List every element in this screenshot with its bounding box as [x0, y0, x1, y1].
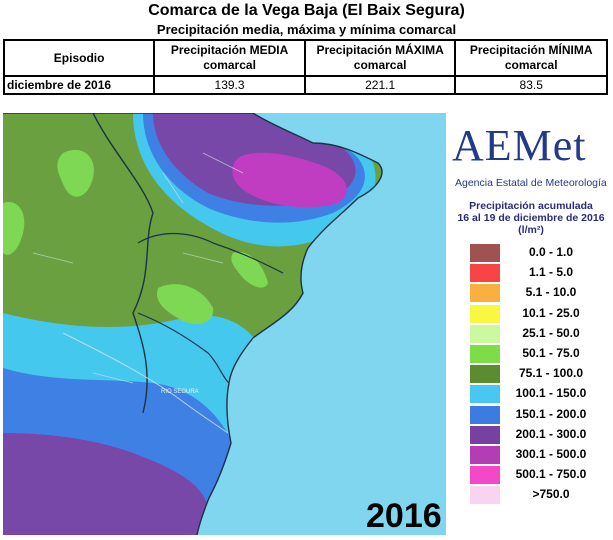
legend-item: 1.1 - 5.0 [470, 262, 610, 284]
legend-units: (l/m²) [518, 224, 544, 236]
province-border [92, 113, 154, 414]
legend-swatch [470, 486, 500, 505]
legend-label: 25.1 - 50.0 [522, 325, 580, 340]
table-header-row: Episodio Precipitación MEDIA comarcal Pr… [2, 39, 608, 77]
legend-swatch [470, 244, 500, 262]
agency-name: Agencia Estatal de Meteorología [455, 177, 607, 189]
legend-swatch [470, 324, 500, 343]
legend-swatch [470, 365, 500, 384]
legend-title-line2: 16 al 19 de diciembre de 2016 [457, 212, 605, 224]
river-segura [62, 332, 229, 434]
legend-swatch [470, 345, 500, 363]
legend-item: 50.1 - 75.0 [470, 343, 610, 365]
legend-item: 300.1 - 500.0 [470, 444, 610, 466]
legend-item: 5.1 - 10.0 [470, 282, 610, 304]
river-label: RIO SEGURA [161, 389, 199, 395]
cell-episodio: diciembre de 2016 [2, 75, 156, 95]
legend-swatch [470, 425, 500, 444]
legend-label: 200.1 - 300.0 [515, 426, 587, 441]
legend-label: 500.1 - 750.0 [515, 467, 587, 482]
legend-item: 150.1 - 200.0 [470, 404, 610, 426]
legend-label: 1.1 - 5.0 [528, 265, 574, 280]
legend-title-line1: Precipitación acumulada [469, 200, 593, 212]
legend-item: 200.1 - 300.0 [470, 424, 610, 446]
logo-wordmark: AEMet [452, 121, 587, 170]
cell-maxima: 221.1 [303, 75, 457, 95]
legend-item: 75.1 - 100.0 [470, 363, 610, 385]
legend-swatch [470, 466, 500, 485]
legend-label: 300.1 - 500.0 [515, 447, 587, 461]
table-row: diciembre de 2016 139.3 221.1 83.5 [2, 75, 608, 95]
cell-media: 139.3 [153, 75, 306, 95]
legend-swatch [470, 284, 500, 303]
coastline [3, 113, 383, 535]
legend-item: 500.1 - 750.0 [470, 464, 610, 486]
legend-item: 10.1 - 25.0 [470, 303, 610, 325]
legend-label: 5.1 - 10.0 [525, 285, 577, 300]
legend-swatch [470, 385, 500, 404]
legend-label: 50.1 - 75.0 [522, 346, 580, 360]
legend-item: >750.0 [470, 484, 610, 506]
header-minima: Precipitación MÍNIMA comarcal [454, 39, 608, 77]
legend-title: Precipitación acumulada 16 al 19 de dici… [452, 200, 610, 236]
aemet-logo: AEMet [452, 120, 610, 171]
legend-swatch [470, 304, 500, 323]
legend-label: 10.1 - 25.0 [522, 305, 580, 320]
header-episodio: Episodio [2, 39, 156, 77]
legend-swatch [470, 264, 500, 283]
header-maxima: Precipitación MÁXIMA comarcal [303, 39, 457, 77]
page-title: Comarca de la Vega Baja (El Baix Segura) [148, 2, 465, 19]
legend-item: 100.1 - 150.0 [470, 383, 610, 405]
comarca-border [137, 233, 284, 384]
year-label: 2016 [366, 497, 442, 535]
municipal-borders [32, 152, 244, 384]
header-media: Precipitación MEDIA comarcal [153, 39, 306, 77]
summary-table: Episodio Precipitación MEDIA comarcal Pr… [2, 39, 608, 95]
legend-swatch [470, 405, 500, 424]
legend-item: 0.0 - 1.0 [470, 242, 610, 264]
legend-swatch [470, 446, 500, 464]
cell-minima: 83.5 [454, 75, 608, 95]
legend-label: >750.0 [532, 487, 570, 502]
legend-label: 0.0 - 1.0 [528, 245, 574, 259]
precipitation-map: RIO SEGURA [3, 113, 446, 535]
legend-label: 100.1 - 150.0 [515, 386, 587, 401]
legend-label: 75.1 - 100.0 [518, 366, 584, 381]
page-subtitle: Precipitación media, máxima y mínima com… [156, 22, 457, 37]
legend-label: 150.1 - 200.0 [515, 406, 587, 421]
legend-item: 25.1 - 50.0 [470, 323, 610, 345]
